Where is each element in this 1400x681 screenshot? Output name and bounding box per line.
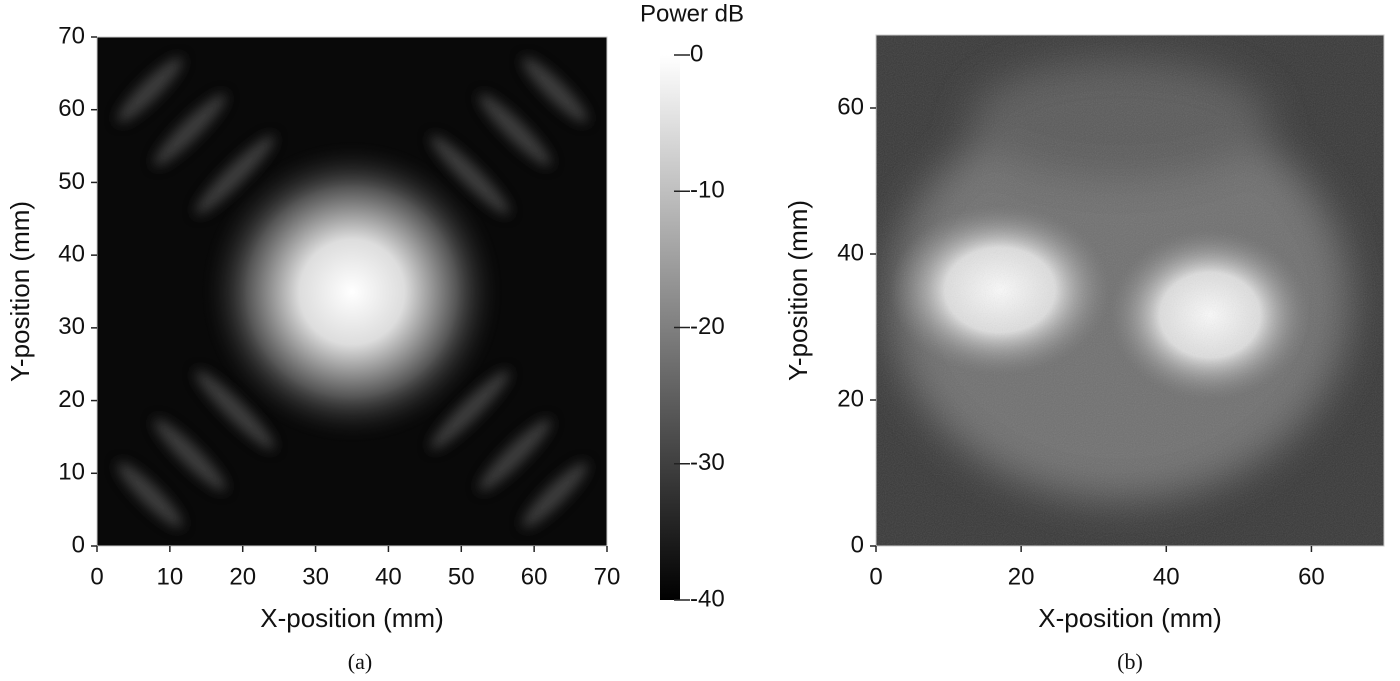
- y-tick-label: 40: [58, 240, 85, 267]
- x-tick-label: 40: [1153, 563, 1180, 590]
- heatmap-image-a: [97, 37, 607, 546]
- colorbar-tick-label: 0: [690, 40, 703, 67]
- plot-frame: [875, 34, 1385, 547]
- x-tick-label: 40: [375, 563, 402, 590]
- x-tick-label: 60: [521, 563, 548, 590]
- x-tick-label: 0: [869, 563, 882, 590]
- y-axis-label: Y-position (mm): [5, 201, 35, 382]
- y-axis-label: Y-position (mm): [783, 200, 813, 381]
- x-tick-label: 50: [448, 563, 475, 590]
- colorbar-tick-label: -20: [690, 313, 725, 340]
- y-tick-label: 20: [58, 386, 85, 413]
- x-tick-label: 20: [229, 563, 256, 590]
- colorbar-label: Power dB: [640, 0, 744, 27]
- y-tick-label: 0: [851, 531, 864, 558]
- x-axis-label: X-position (mm): [260, 603, 443, 633]
- x-tick-label: 30: [302, 563, 329, 590]
- y-tick-label: 30: [58, 313, 85, 340]
- caption: (a): [348, 649, 372, 674]
- x-tick-label: 60: [1298, 563, 1325, 590]
- y-tick-label: 40: [837, 239, 864, 266]
- x-tick-label: 0: [90, 563, 103, 590]
- colorbar-tick-label: -10: [690, 177, 725, 204]
- x-axis-label: X-position (mm): [1038, 603, 1221, 633]
- x-tick-label: 10: [157, 563, 184, 590]
- x-tick-label: 20: [1008, 563, 1035, 590]
- y-tick-label: 60: [58, 95, 85, 122]
- colorbar-tick-label: -30: [690, 449, 725, 476]
- heatmap-image-b: [876, 35, 1384, 546]
- y-tick-label: 60: [837, 93, 864, 120]
- y-tick-label: 70: [58, 22, 85, 49]
- x-tick-label: 70: [594, 563, 621, 590]
- plot-frame: [96, 36, 608, 547]
- y-tick-label: 20: [837, 385, 864, 412]
- caption: (b): [1117, 649, 1143, 674]
- y-tick-label: 50: [58, 168, 85, 195]
- colorbar-tick-label: -40: [690, 585, 725, 612]
- y-tick-label: 10: [58, 459, 85, 486]
- y-tick-label: 0: [72, 531, 85, 558]
